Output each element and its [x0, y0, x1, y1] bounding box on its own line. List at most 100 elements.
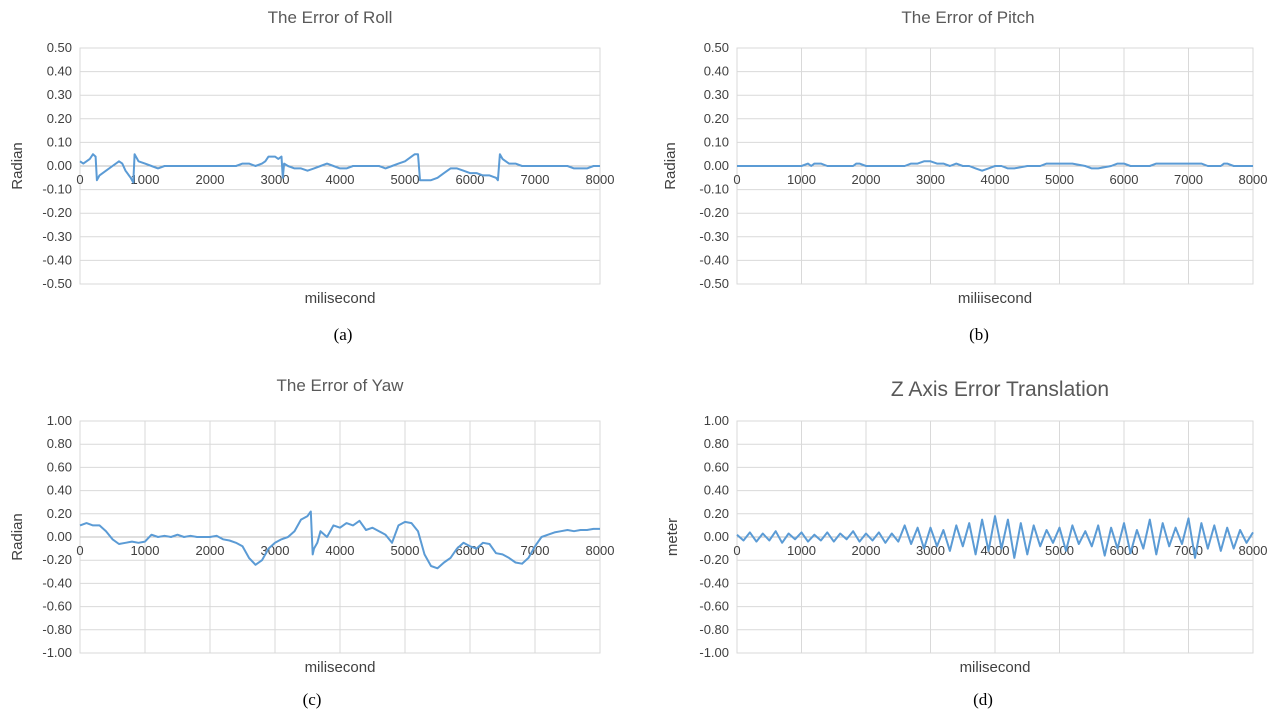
series-line — [79, 510, 600, 570]
y-tick-label: -0.30 — [42, 229, 72, 244]
x-tick-label: 6000 — [1110, 543, 1139, 558]
x-tick-label: 0 — [733, 172, 740, 187]
x-tick-label: 4000 — [326, 172, 355, 187]
y-tick-label: -0.40 — [699, 252, 729, 267]
x-tick-label: 4000 — [981, 543, 1010, 558]
y-tick-label: 0.40 — [47, 64, 72, 79]
x-tick-label: 5000 — [391, 172, 420, 187]
y-tick-label: 0.60 — [47, 459, 72, 474]
y-tick-label: 1.00 — [47, 413, 72, 428]
y-tick-label: -0.40 — [42, 575, 72, 590]
y-tick-label: -0.20 — [42, 552, 72, 567]
y-axis-label: meter — [664, 518, 681, 556]
y-tick-label: 0.10 — [704, 134, 729, 149]
x-tick-label: 0 — [733, 543, 740, 558]
x-tick-label: 4000 — [981, 172, 1010, 187]
chart-title: The Error of Roll — [268, 8, 393, 27]
x-tick-label: 2000 — [852, 543, 881, 558]
x-tick-label: 2000 — [196, 172, 225, 187]
x-tick-label: 7000 — [521, 543, 550, 558]
series-line — [736, 515, 1254, 559]
x-axis-label: milisecond — [960, 659, 1031, 676]
y-tick-label: 0.30 — [704, 87, 729, 102]
x-tick-label: 7000 — [1174, 543, 1203, 558]
chart-title: The Error of Pitch — [901, 8, 1034, 27]
y-tick-label: 0.50 — [704, 40, 729, 55]
y-tick-label: -0.80 — [699, 622, 729, 637]
x-tick-label: 1000 — [787, 172, 816, 187]
y-tick-label: 0.30 — [47, 87, 72, 102]
y-tick-label: 0.40 — [704, 483, 729, 498]
y-tick-label: 0.00 — [47, 158, 72, 173]
chart-panel-3: -1.00 -0.80 -0.60 -0.40 -0.20 0.00 0.20 0.40 0.6… — [664, 378, 1267, 709]
subfigure-caption: (d) — [973, 690, 993, 709]
x-axis-label: milisecond — [305, 290, 376, 307]
x-tick-label: 3000 — [261, 172, 290, 187]
y-tick-label: -0.80 — [42, 622, 72, 637]
y-tick-label: 0.40 — [47, 483, 72, 498]
y-axis-label: Radian — [662, 142, 679, 190]
y-tick-label: -0.50 — [42, 276, 72, 291]
x-tick-label: 3000 — [916, 172, 945, 187]
y-tick-label: 0.00 — [704, 158, 729, 173]
x-tick-label: 5000 — [1045, 543, 1074, 558]
series-line — [737, 160, 1253, 172]
y-tick-label: 0.80 — [704, 436, 729, 451]
series-line — [79, 153, 600, 184]
y-tick-label: 0.00 — [704, 529, 729, 544]
y-tick-label: -1.00 — [699, 645, 729, 660]
y-tick-label: -0.10 — [42, 182, 72, 197]
x-tick-label: 8000 — [1239, 172, 1268, 187]
chart-title: Z Axis Error Translation — [891, 378, 1109, 401]
x-tick-label: 2000 — [852, 172, 881, 187]
x-tick-label: 8000 — [586, 172, 615, 187]
y-tick-label: -0.20 — [699, 205, 729, 220]
y-tick-label: -0.10 — [699, 182, 729, 197]
y-tick-label: 0.40 — [704, 64, 729, 79]
y-tick-label: 0.20 — [704, 111, 729, 126]
x-tick-label: 5000 — [1045, 172, 1074, 187]
x-tick-label: 2000 — [196, 543, 225, 558]
x-tick-label: 1000 — [787, 543, 816, 558]
subfigure-caption: (c) — [303, 690, 322, 709]
y-tick-label: 1.00 — [704, 413, 729, 428]
x-tick-label: 6000 — [1110, 172, 1139, 187]
chart-panel-2: -1.00 -0.80 -0.60 -0.40 -0.20 0.00 0.20 0.40 0.6… — [9, 376, 614, 709]
x-tick-label: 7000 — [521, 172, 550, 187]
subfigure-caption: (b) — [969, 325, 989, 344]
y-tick-label: -0.30 — [699, 229, 729, 244]
subfigure-caption: (a) — [334, 325, 353, 344]
chart-panel-1: -0.50 -0.40 -0.30 -0.20 -0.10 0.00 0.10 0.20 0.3… — [662, 8, 1267, 344]
x-tick-label: 3000 — [916, 543, 945, 558]
x-tick-label: 1000 — [131, 543, 160, 558]
y-tick-label: -0.40 — [699, 575, 729, 590]
x-tick-label: 5000 — [391, 543, 420, 558]
y-tick-label: -0.60 — [699, 599, 729, 614]
y-tick-label: -0.40 — [42, 252, 72, 267]
x-tick-label: 0 — [76, 172, 83, 187]
x-tick-label: 4000 — [326, 543, 355, 558]
x-axis-label: miliisecond — [958, 290, 1032, 307]
y-axis-label: Radian — [9, 142, 26, 190]
x-tick-label: 8000 — [586, 543, 615, 558]
x-tick-label: 8000 — [1239, 543, 1268, 558]
y-tick-label: -0.60 — [42, 599, 72, 614]
y-tick-label: 0.10 — [47, 134, 72, 149]
y-tick-label: 0.50 — [47, 40, 72, 55]
y-tick-label: -0.20 — [699, 552, 729, 567]
y-tick-label: -0.50 — [699, 276, 729, 291]
chart-panel-0: -0.50 -0.40 -0.30 -0.20 -0.10 0.00 0.10 0.20 0.3… — [9, 8, 614, 344]
y-tick-label: 0.20 — [47, 506, 72, 521]
y-tick-label: 0.20 — [704, 506, 729, 521]
x-tick-label: 6000 — [456, 172, 485, 187]
x-axis-label: milisecond — [305, 659, 376, 676]
y-tick-label: 0.60 — [704, 459, 729, 474]
y-tick-label: -0.20 — [42, 205, 72, 220]
x-tick-label: 0 — [76, 543, 83, 558]
chart-title: The Error of Yaw — [277, 376, 405, 395]
x-tick-label: 3000 — [261, 543, 290, 558]
y-tick-label: -1.00 — [42, 645, 72, 660]
y-axis-label: Radian — [9, 513, 26, 561]
x-tick-label: 7000 — [1174, 172, 1203, 187]
